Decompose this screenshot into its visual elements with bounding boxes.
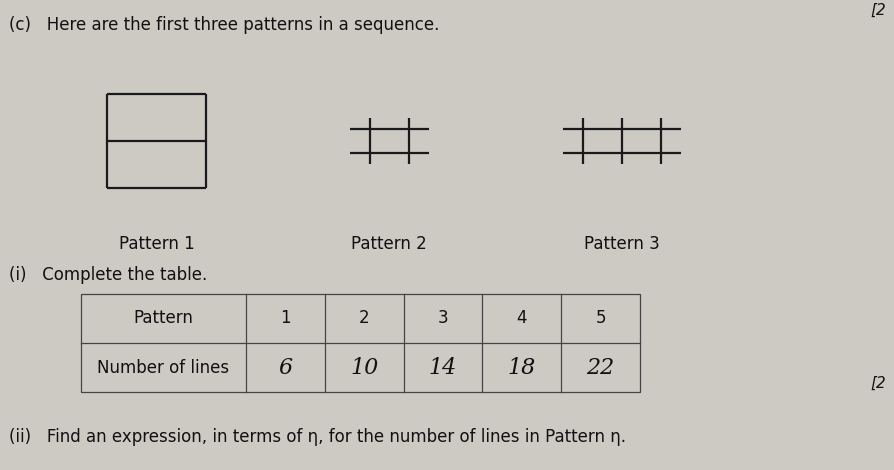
Text: 5: 5 bbox=[595, 309, 605, 328]
Text: (c)   Here are the first three patterns in a sequence.: (c) Here are the first three patterns in… bbox=[9, 16, 439, 34]
Text: 6: 6 bbox=[278, 357, 292, 379]
Text: Pattern 1: Pattern 1 bbox=[119, 235, 194, 253]
Text: 22: 22 bbox=[586, 357, 614, 379]
Text: 2: 2 bbox=[358, 309, 369, 328]
Text: [2: [2 bbox=[869, 376, 885, 391]
Text: 14: 14 bbox=[428, 357, 457, 379]
Text: 4: 4 bbox=[516, 309, 527, 328]
Text: Pattern 3: Pattern 3 bbox=[584, 235, 659, 253]
Text: [2: [2 bbox=[869, 2, 885, 17]
Text: 10: 10 bbox=[350, 357, 378, 379]
Text: (ii)   Find an expression, in terms of η, for the number of lines in Pattern η.: (ii) Find an expression, in terms of η, … bbox=[9, 428, 625, 446]
Bar bbox=[80, 294, 639, 392]
Text: Pattern 2: Pattern 2 bbox=[351, 235, 426, 253]
Text: 3: 3 bbox=[437, 309, 448, 328]
Text: 1: 1 bbox=[280, 309, 291, 328]
Text: (i)   Complete the table.: (i) Complete the table. bbox=[9, 266, 207, 283]
Text: 18: 18 bbox=[507, 357, 536, 379]
Text: Pattern: Pattern bbox=[133, 309, 193, 328]
Text: Number of lines: Number of lines bbox=[97, 359, 229, 377]
